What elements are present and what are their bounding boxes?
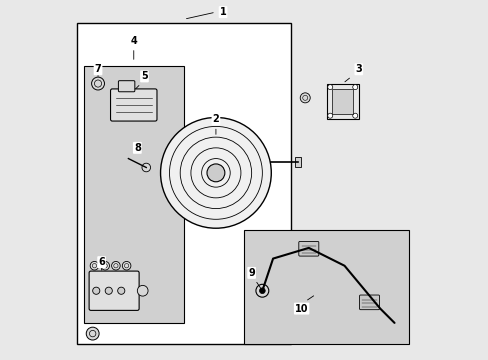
Text: 4: 4 bbox=[130, 36, 137, 46]
Circle shape bbox=[255, 284, 268, 297]
FancyBboxPatch shape bbox=[110, 89, 157, 121]
Text: 6: 6 bbox=[98, 257, 105, 267]
Circle shape bbox=[300, 93, 309, 103]
Circle shape bbox=[327, 113, 332, 118]
Circle shape bbox=[105, 287, 112, 294]
Text: 8: 8 bbox=[134, 143, 141, 153]
Circle shape bbox=[118, 287, 124, 294]
FancyBboxPatch shape bbox=[359, 295, 379, 310]
Text: 7: 7 bbox=[95, 64, 101, 74]
Circle shape bbox=[160, 117, 271, 228]
Circle shape bbox=[259, 288, 264, 294]
Circle shape bbox=[137, 285, 148, 296]
Circle shape bbox=[86, 327, 99, 340]
Text: 10: 10 bbox=[294, 303, 308, 314]
Circle shape bbox=[352, 85, 357, 90]
Circle shape bbox=[142, 163, 150, 172]
Bar bbox=[294, 157, 300, 167]
Text: 5: 5 bbox=[141, 71, 147, 81]
FancyBboxPatch shape bbox=[118, 81, 135, 92]
Circle shape bbox=[90, 261, 99, 270]
Bar bbox=[77, 23, 290, 344]
Circle shape bbox=[206, 164, 224, 182]
Circle shape bbox=[327, 85, 332, 90]
Circle shape bbox=[111, 261, 120, 270]
Bar bbox=[244, 230, 408, 344]
FancyBboxPatch shape bbox=[298, 242, 318, 256]
Bar bbox=[83, 66, 183, 323]
Bar bbox=[326, 84, 358, 119]
FancyBboxPatch shape bbox=[89, 271, 139, 310]
Circle shape bbox=[93, 287, 100, 294]
Circle shape bbox=[352, 113, 357, 118]
Circle shape bbox=[101, 261, 109, 270]
Text: 2: 2 bbox=[212, 114, 219, 124]
Text: 1: 1 bbox=[219, 7, 226, 17]
Text: 3: 3 bbox=[355, 64, 362, 74]
Text: 9: 9 bbox=[248, 268, 255, 278]
Circle shape bbox=[122, 261, 131, 270]
Circle shape bbox=[91, 77, 104, 90]
Bar bbox=[331, 89, 353, 114]
